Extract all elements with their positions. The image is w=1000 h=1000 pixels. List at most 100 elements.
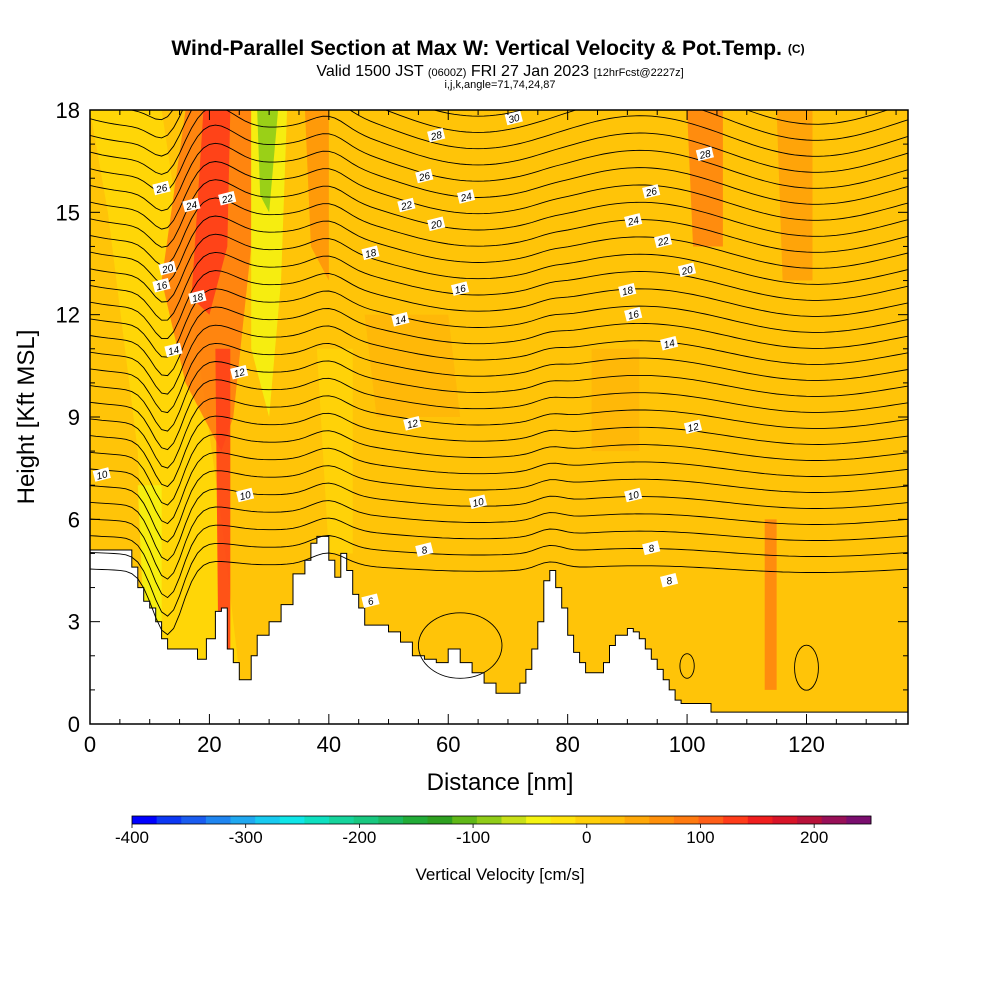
x-tick-label: 80 — [555, 732, 579, 757]
contour-label-text: 14 — [167, 345, 181, 358]
shade-region — [364, 314, 461, 417]
contour-label-bg — [152, 277, 171, 293]
colorbar-swatch — [550, 816, 576, 824]
colorbar-swatch — [255, 816, 281, 824]
contour-label-text: 18 — [364, 247, 378, 260]
contour-label-text: 14 — [663, 338, 677, 351]
contour-label-bg — [235, 487, 255, 503]
shade-region — [591, 348, 640, 452]
y-tick-label: 18 — [56, 98, 80, 123]
colorbar-swatch — [649, 816, 675, 824]
contour-label-text: 16 — [155, 280, 169, 293]
colorbar-swatch — [846, 816, 872, 824]
contour-label-bg — [504, 110, 523, 126]
contour-label: 18 — [188, 289, 207, 305]
x-axis-label: Distance [nm] — [427, 769, 574, 796]
shade-region — [90, 110, 246, 724]
colorbar-tick-label: 0 — [582, 828, 591, 847]
contour-label-bg — [624, 487, 643, 503]
contour-label: 6 — [361, 593, 380, 608]
contour-label-bg — [618, 283, 637, 298]
x-tick-label: 100 — [669, 732, 706, 757]
colorbar-swatch — [797, 816, 823, 824]
contour-label-bg — [92, 467, 111, 482]
isentrope-line — [90, 179, 908, 248]
colorbar-tick-labels: -400 -300 -200 -100 0 100 200 — [115, 824, 828, 847]
contour-label-bg — [468, 494, 488, 510]
contour-label-text: 16 — [454, 283, 468, 296]
contour-label-text: 12 — [687, 421, 701, 434]
isentrope-closed — [679, 653, 695, 679]
contour-label-text: 8 — [421, 545, 429, 557]
colorbar-swatch — [476, 816, 502, 824]
isentrope-line — [90, 412, 908, 488]
contour-label-text: 22 — [656, 235, 671, 249]
contour-label-text: 16 — [627, 309, 641, 322]
contour-label-bg — [415, 168, 434, 184]
contour-label: 20 — [677, 262, 697, 278]
shade-region — [304, 110, 329, 281]
isentrope-line — [90, 288, 908, 358]
contour-label-text: 20 — [429, 218, 444, 232]
contour-label: 14 — [659, 335, 679, 351]
y-tick-label: 15 — [56, 200, 80, 225]
contour-label: 10 — [235, 487, 255, 503]
contour-labels: 30 28 28 26 26 26 24 24 24 22 22 22 20 20 20 18 16 18 16 18… — [92, 110, 714, 608]
contour-label: 22 — [653, 233, 673, 249]
colorbar — [131, 815, 872, 825]
contour-label-bg — [152, 180, 171, 196]
colorbar-swatch — [501, 816, 527, 824]
colorbar-swatch — [600, 816, 626, 824]
isentrope-line — [90, 360, 908, 432]
colorbar-swatch — [329, 816, 355, 824]
contour-label: 30 — [504, 110, 523, 126]
isentrope-line — [90, 377, 908, 451]
chart-subtitle-grid: i,j,k,angle=71,74,24,87 — [444, 79, 555, 91]
y-tick-label: 0 — [68, 712, 80, 737]
contour-label-bg — [230, 364, 249, 380]
contour-label: 8 — [415, 542, 434, 557]
isentrope-line — [90, 124, 908, 194]
contour-label-text: 10 — [239, 490, 253, 503]
colorbar-tick-label: -100 — [456, 828, 490, 847]
colorbar-title: Vertical Velocity [cm/s] — [415, 865, 584, 884]
contour-label-bg — [361, 593, 380, 608]
contour-label-bg — [361, 245, 380, 261]
contour-label-bg — [218, 190, 237, 206]
contour-label-bg — [397, 197, 416, 213]
colorbar-swatch — [427, 816, 453, 824]
colorbar-swatch — [723, 816, 749, 824]
contour-label: 26 — [152, 180, 171, 197]
contour-label: 12 — [403, 416, 422, 431]
contour-label: 10 — [468, 494, 488, 510]
contour-label-bg — [403, 416, 422, 431]
contour-label-bg — [659, 335, 679, 351]
y-tick-label: 3 — [68, 610, 80, 635]
contour-label: 12 — [683, 419, 703, 435]
contour-label-text: 24 — [184, 200, 199, 214]
colorbar-swatch — [698, 816, 724, 824]
x-axis-tick-labels: 0 20 40 60 80 100 120 — [84, 732, 825, 757]
contour-label: 16 — [152, 277, 171, 293]
isentrope-closed — [417, 612, 503, 679]
contour-label: 16 — [450, 281, 470, 297]
shade-region — [776, 110, 813, 281]
contour-label-bg — [695, 146, 714, 162]
isentrope-line — [90, 465, 908, 543]
y-tick-label: 9 — [68, 405, 80, 430]
contour-label: 14 — [391, 312, 410, 327]
chart-subtitle: Valid 1500 JST (0600Z) FRI 27 Jan 2023 [… — [316, 63, 683, 80]
contour-label-text: 26 — [154, 183, 169, 197]
contour-label: 18 — [361, 245, 380, 261]
contour-label: 20 — [158, 260, 177, 276]
contour-label-text: 22 — [399, 200, 414, 214]
contour-label: 28 — [695, 146, 714, 162]
contour-label-text: 30 — [507, 113, 521, 126]
contour-label-text: 8 — [648, 543, 656, 555]
colorbar-tick-label: -300 — [229, 828, 263, 847]
isentrope-line — [90, 110, 908, 141]
isentrope-line — [90, 93, 908, 108]
shade-region — [191, 110, 231, 315]
isentrope-line — [90, 270, 908, 340]
y-tick-label: 12 — [56, 303, 80, 328]
